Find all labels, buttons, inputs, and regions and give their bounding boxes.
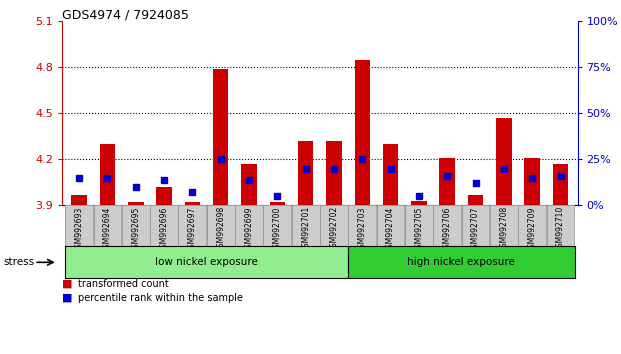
- Text: GSM992707: GSM992707: [471, 206, 480, 252]
- Bar: [270, 202, 285, 205]
- Text: GSM992709: GSM992709: [528, 206, 537, 252]
- Bar: [553, 164, 568, 205]
- Bar: [298, 141, 314, 205]
- Text: transformed count: transformed count: [78, 279, 168, 289]
- Bar: [383, 144, 399, 205]
- Bar: [468, 195, 483, 205]
- Bar: [184, 202, 200, 205]
- Bar: [524, 158, 540, 205]
- Text: GSM992698: GSM992698: [216, 206, 225, 252]
- Bar: [99, 144, 116, 205]
- Bar: [213, 69, 229, 205]
- Text: GSM992705: GSM992705: [414, 206, 424, 252]
- Text: GSM992706: GSM992706: [443, 206, 451, 252]
- Text: ■: ■: [62, 293, 73, 303]
- Text: stress: stress: [3, 257, 34, 267]
- Text: GSM992695: GSM992695: [131, 206, 140, 252]
- Bar: [440, 158, 455, 205]
- Text: GSM992696: GSM992696: [160, 206, 168, 252]
- Bar: [156, 187, 172, 205]
- Text: GSM992710: GSM992710: [556, 206, 565, 252]
- Bar: [241, 164, 257, 205]
- Text: GSM992697: GSM992697: [188, 206, 197, 252]
- Text: low nickel exposure: low nickel exposure: [155, 257, 258, 267]
- Bar: [355, 59, 370, 205]
- Text: GSM992708: GSM992708: [499, 206, 509, 252]
- Text: GDS4974 / 7924085: GDS4974 / 7924085: [62, 9, 189, 22]
- Text: GSM992699: GSM992699: [245, 206, 253, 252]
- Text: ■: ■: [62, 279, 73, 289]
- Text: GSM992703: GSM992703: [358, 206, 367, 252]
- Bar: [496, 118, 512, 205]
- Text: GSM992701: GSM992701: [301, 206, 310, 252]
- Text: high nickel exposure: high nickel exposure: [407, 257, 515, 267]
- Text: GSM992700: GSM992700: [273, 206, 282, 252]
- Bar: [411, 201, 427, 205]
- Bar: [128, 202, 143, 205]
- Bar: [326, 141, 342, 205]
- Text: GSM992693: GSM992693: [75, 206, 84, 252]
- Text: GSM992694: GSM992694: [103, 206, 112, 252]
- Text: percentile rank within the sample: percentile rank within the sample: [78, 293, 243, 303]
- Text: GSM992702: GSM992702: [330, 206, 338, 252]
- Text: GSM992704: GSM992704: [386, 206, 395, 252]
- Bar: [71, 195, 87, 205]
